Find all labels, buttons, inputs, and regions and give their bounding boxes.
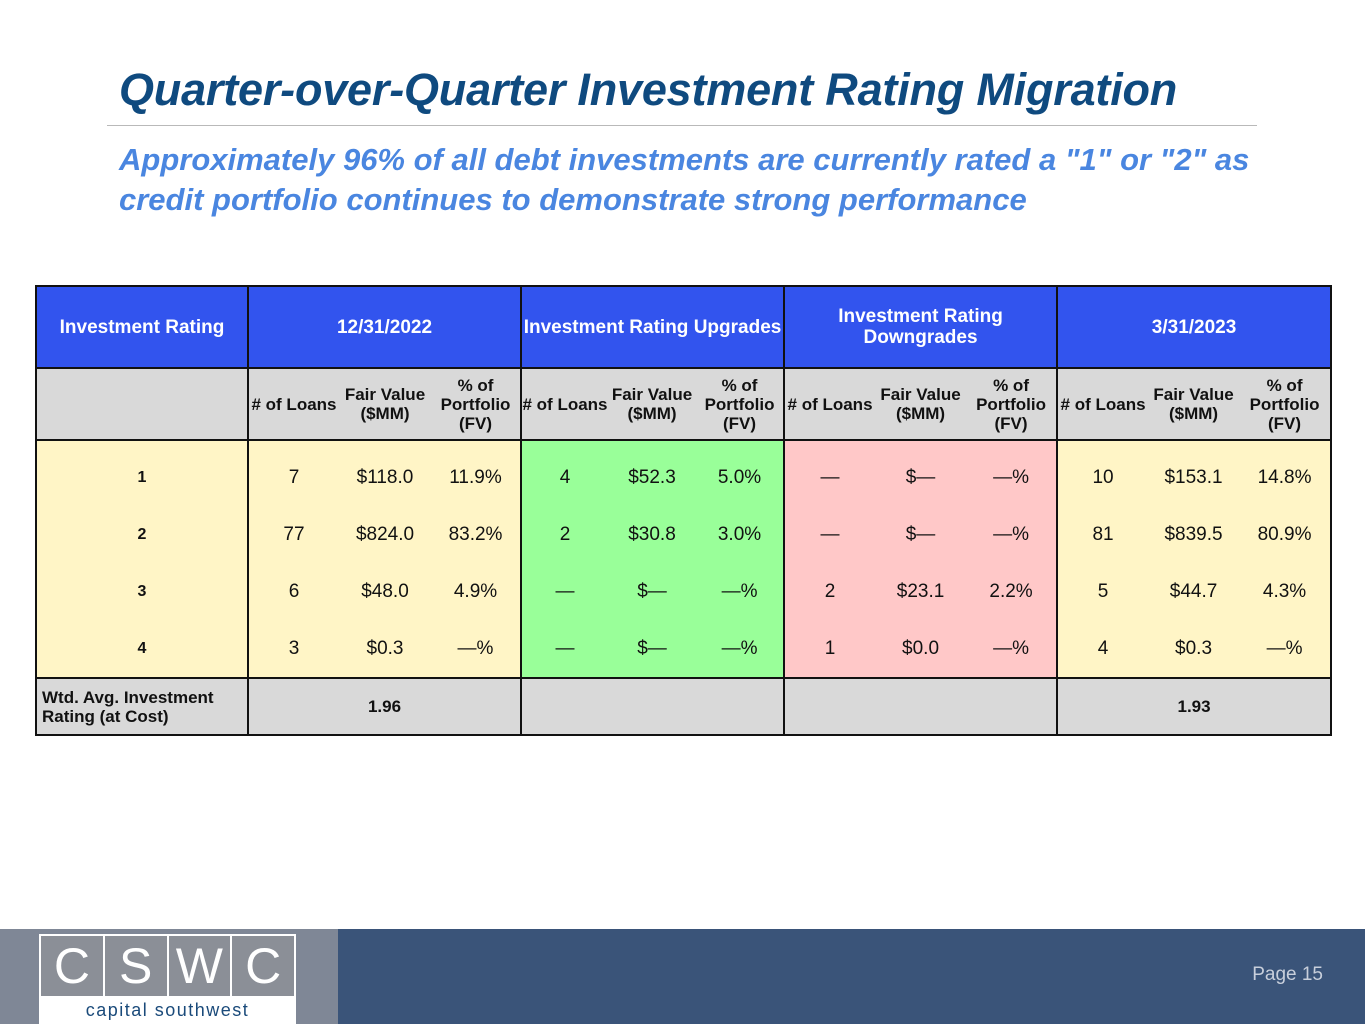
header-q1-2023: 3/31/2023	[1056, 285, 1333, 369]
q4-2022-cell: 83.2%	[431, 506, 523, 563]
upgrades-cell: —	[520, 620, 609, 678]
logo-name: capital southwest	[85, 1000, 250, 1020]
upgrades-cell: 3.0%	[696, 506, 786, 563]
wtd-avg-downgrades	[783, 677, 1059, 736]
header-investment-rating: Investment Rating	[35, 285, 249, 369]
header-q4-2022: 12/31/2022	[246, 285, 523, 369]
rating-cell: 4	[35, 620, 249, 678]
rating-cell: 1	[35, 440, 249, 506]
downgrades-cell: 2	[783, 563, 876, 620]
downgrades-cell: —%	[966, 506, 1059, 563]
logo-letter: W	[168, 936, 231, 996]
header-downgrades: Investment Rating Downgrades	[783, 285, 1059, 369]
q4-2022-cell: 7	[247, 440, 339, 506]
q1-2023-cell: 80.9%	[1239, 506, 1333, 563]
downgrades-cell: —	[783, 440, 876, 506]
sub-header-q1-2023: % of Portfolio (FV)	[1239, 367, 1333, 441]
sub-header-upgrades: % of Portfolio (FV)	[696, 367, 786, 441]
q4-2022-cell: 4.9%	[431, 563, 523, 620]
cswc-logo: C S W C capital southwest	[39, 934, 296, 1024]
table-row: 2 77 $824.0 83.2% 2 $30.8 3.0% — $— —% 81 $839.5 80.…	[35, 506, 1333, 563]
sub-header-q1-2023: # of Loans	[1056, 367, 1149, 441]
sub-header-q1-2023: Fair Value ($MM)	[1148, 367, 1240, 441]
downgrades-cell: $0.0	[875, 620, 967, 678]
q4-2022-cell: 11.9%	[431, 440, 523, 506]
q1-2023-cell: —%	[1239, 620, 1333, 678]
sub-header-q4-2022: % of Portfolio (FV)	[431, 367, 523, 441]
q4-2022-cell: $0.3	[339, 620, 431, 678]
q1-2023-cell: 81	[1056, 506, 1149, 563]
sub-header-blank	[35, 367, 249, 441]
sub-header-q4-2022: Fair Value ($MM)	[339, 367, 431, 441]
upgrades-cell: $52.3	[608, 440, 697, 506]
upgrades-cell: 2	[520, 506, 609, 563]
table-row: 1 7 $118.0 11.9% 4 $52.3 5.0% — $— —% 10 $153.1 14.8…	[35, 440, 1333, 506]
downgrades-cell: $—	[875, 506, 967, 563]
logo-letter: C	[41, 936, 103, 996]
q1-2023-cell: 14.8%	[1239, 440, 1333, 506]
downgrades-cell: —%	[966, 440, 1059, 506]
upgrades-cell: $—	[608, 620, 697, 678]
upgrades-cell: $—	[608, 563, 697, 620]
q4-2022-cell: $48.0	[339, 563, 431, 620]
q4-2022-cell: 6	[247, 563, 339, 620]
upgrades-cell: $30.8	[608, 506, 697, 563]
rating-migration-table: Investment Rating 12/31/2022 Investment …	[35, 285, 1333, 736]
q1-2023-cell: 4	[1056, 620, 1149, 678]
q4-2022-cell: $118.0	[339, 440, 431, 506]
wtd-avg-q1-2023: 1.93	[1056, 677, 1333, 736]
title-divider	[107, 125, 1257, 126]
q4-2022-cell: —%	[431, 620, 523, 678]
q1-2023-cell: 10	[1056, 440, 1149, 506]
logo-letter: C	[232, 936, 294, 996]
q4-2022-cell: 77	[247, 506, 339, 563]
upgrades-cell: —%	[696, 563, 786, 620]
q1-2023-cell: $44.7	[1148, 563, 1240, 620]
upgrades-cell: —	[520, 563, 609, 620]
wtd-avg-q4-2022: 1.96	[246, 677, 523, 736]
q1-2023-cell: $839.5	[1148, 506, 1240, 563]
wtd-avg-upgrades	[520, 677, 786, 736]
downgrades-cell: —	[783, 506, 876, 563]
upgrades-cell: 5.0%	[696, 440, 786, 506]
footer-label: Wtd. Avg. Investment Rating (at Cost)	[35, 677, 249, 736]
footer-bar	[338, 929, 1365, 1024]
q4-2022-cell: $824.0	[339, 506, 431, 563]
sub-header-downgrades: # of Loans	[783, 367, 876, 441]
upgrades-cell: —%	[696, 620, 786, 678]
logo-letter: S	[104, 936, 167, 996]
downgrades-cell: 1	[783, 620, 876, 678]
table-row: 4 3 $0.3 —% — $— —% 1 $0.0 —% 4 $0.3 —%	[35, 620, 1333, 678]
q1-2023-cell: 5	[1056, 563, 1149, 620]
sub-header-q4-2022: # of Loans	[247, 367, 339, 441]
sub-header-upgrades: Fair Value ($MM)	[608, 367, 697, 441]
downgrades-cell: 2.2%	[966, 563, 1059, 620]
downgrades-cell: $—	[875, 440, 967, 506]
sub-header-downgrades: Fair Value ($MM)	[875, 367, 967, 441]
q4-2022-cell: 3	[247, 620, 339, 678]
upgrades-cell: 4	[520, 440, 609, 506]
page-title: Quarter-over-Quarter Investment Rating M…	[119, 64, 1178, 115]
sub-header-upgrades: # of Loans	[520, 367, 609, 441]
header-upgrades: Investment Rating Upgrades	[520, 285, 786, 369]
table-row: 3 6 $48.0 4.9% — $— —% 2 $23.1 2.2% 5 $44.7 4.3%	[35, 563, 1333, 620]
q1-2023-cell: $0.3	[1148, 620, 1240, 678]
downgrades-cell: —%	[966, 620, 1059, 678]
sub-header-downgrades: % of Portfolio (FV)	[966, 367, 1059, 441]
rating-cell: 2	[35, 506, 249, 563]
q1-2023-cell: 4.3%	[1239, 563, 1333, 620]
page-number: Page 15	[1252, 964, 1323, 985]
downgrades-cell: $23.1	[875, 563, 967, 620]
rating-cell: 3	[35, 563, 249, 620]
q1-2023-cell: $153.1	[1148, 440, 1240, 506]
page-subtitle: Approximately 96% of all debt investment…	[119, 142, 1250, 217]
